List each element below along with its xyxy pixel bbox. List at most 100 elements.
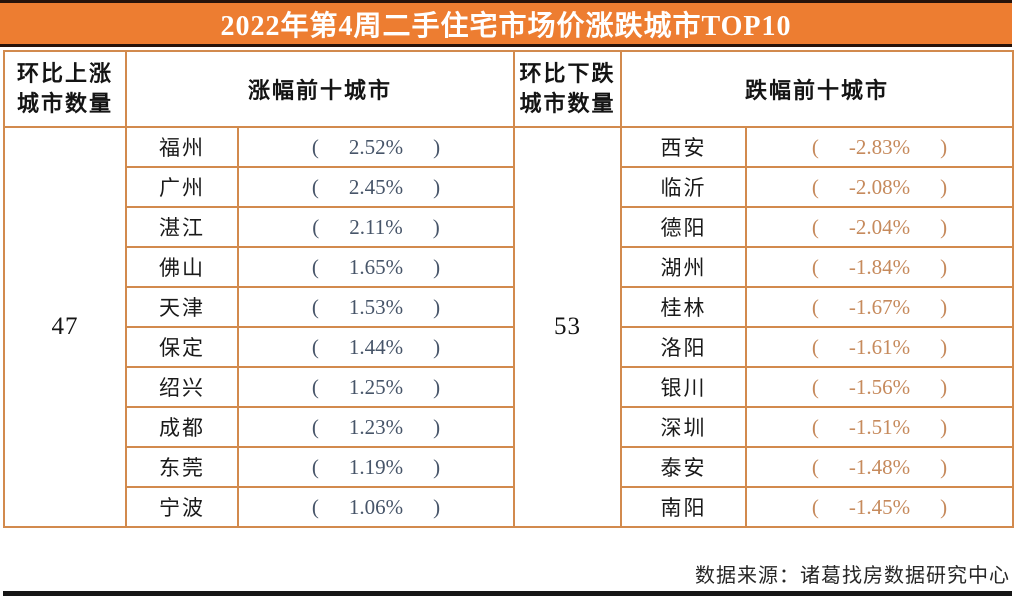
paren-close: ) [940, 494, 948, 519]
paren-open: ( [311, 174, 319, 199]
rise-city: 绍兴 [125, 366, 239, 408]
page-title: 2022年第4周二手住宅市场价涨跌城市TOP10 [220, 10, 792, 42]
table-header-row: 环比上涨 城市数量 涨幅前十城市 环比下跌 城市数量 跌幅前十城市 [3, 50, 1015, 128]
paren-close: ) [940, 174, 948, 199]
fall-city: 洛阳 [620, 326, 748, 368]
rise-value-cell: (1.23%) [236, 406, 516, 448]
rise-value: 2.11% [349, 214, 403, 239]
rise-value: 1.53% [348, 294, 404, 319]
table-row: 东莞 (1.19%) 泰安 (-1.48%) [4, 446, 1015, 488]
paren-open: ( [811, 294, 819, 319]
rise-city: 福州 [125, 126, 239, 168]
rise-city: 广州 [125, 166, 239, 208]
fall-top10-header-cell: 跌幅前十城市 [620, 50, 1015, 128]
table-row: 保定 (1.44%) 洛阳 ( -1.61%) [4, 326, 1015, 368]
paren-open: ( [311, 374, 319, 399]
fall-city: 泰安 [620, 446, 748, 488]
bottom-divider [3, 591, 1012, 596]
fall-value: -1.84% [848, 254, 911, 279]
fall-city: 深圳 [620, 406, 748, 448]
paren-open: ( [811, 414, 819, 439]
paren-close: ) [940, 374, 948, 399]
rise-count-header-cell: 环比上涨 城市数量 [3, 50, 127, 128]
paren-close: ) [940, 134, 948, 159]
fall-city: 临沂 [620, 166, 748, 208]
rise-value-cell: (1.19%) [236, 446, 516, 488]
rise-city: 保定 [125, 326, 239, 368]
paren-close: ) [940, 294, 948, 319]
fall-value-cell: (-1.51%) [745, 406, 1015, 448]
paren-open: ( [311, 494, 319, 519]
paren-open: ( [811, 374, 819, 399]
rise-value-cell: (2.45%) [236, 166, 516, 208]
rise-value-cell: (2.52%) [236, 126, 516, 168]
table-row: 47 福州 (2.52%) 53 西安 ( -2.83%) [3, 126, 1015, 528]
rise-value-cell: (1.65%) [236, 246, 516, 288]
table-row: 广州 (2.45%) 临沂 (-2.08%) [4, 166, 1015, 208]
data-source-note: 数据来源：诸葛找房数据研究中心 [695, 565, 1010, 587]
rise-count-value: 47 [3, 126, 127, 528]
rise-city: 湛江 [125, 206, 239, 248]
table-row: 宁波 (1.06%) 南阳 ( -1.45%) [4, 486, 1015, 528]
rise-value-cell: (1.44%) [236, 326, 516, 368]
paren-close: ) [433, 334, 441, 359]
fall-value: -2.04% [848, 214, 911, 239]
paren-open: ( [811, 454, 819, 479]
fall-count-value: 53 [513, 126, 623, 528]
fall-value: -1.61% [848, 334, 911, 359]
rise-value-cell: (1.53%) [236, 286, 516, 328]
fall-value-cell: ( -1.56%) [745, 366, 1015, 408]
fall-value: -2.83% [848, 134, 911, 159]
fall-value-cell: ( -1.84%) [745, 246, 1015, 288]
fall-city: 西安 [620, 126, 748, 168]
paren-close: ) [940, 454, 948, 479]
rise-city: 宁波 [125, 486, 239, 528]
table-row: 湛江 (2.11%) 德阳 (-2.04%) [4, 206, 1015, 248]
fall-value: -1.67% [848, 294, 911, 319]
fall-value-cell: (-1.48%) [745, 446, 1015, 488]
paren-open: ( [311, 254, 319, 279]
paren-close: ) [433, 254, 441, 279]
rise-value: 1.06% [348, 494, 404, 519]
table-row: 佛山 (1.65%) 湖州 (-1.84%) [4, 246, 1015, 288]
rise-value-cell: (1.06%) [236, 486, 516, 528]
rise-value: 1.19% [348, 454, 404, 479]
fall-value: -1.56% [848, 374, 911, 399]
fall-value-cell: (-2.04%) [745, 206, 1015, 248]
fall-value: -2.08% [848, 174, 911, 199]
fall-value-cell: (-1.61%) [745, 326, 1015, 368]
paren-open: ( [811, 334, 819, 359]
fall-value-cell: (-2.08%) [745, 166, 1015, 208]
paren-close: ) [433, 374, 441, 399]
rise-value: 1.44% [348, 334, 404, 359]
paren-open: ( [811, 254, 819, 279]
fall-value: -1.45% [848, 494, 911, 519]
table-row: 天津 (1.53%) 桂林 (-1.67%) [4, 286, 1015, 328]
rise-city: 东莞 [125, 446, 239, 488]
paren-close: ) [433, 414, 441, 439]
fall-city: 德阳 [620, 206, 748, 248]
fall-count-header-cell: 环比下跌 城市数量 [513, 50, 623, 128]
rise-value: 2.52% [348, 134, 404, 159]
fall-city: 南阳 [620, 486, 748, 528]
table-row: 绍兴 (1.25%) 银川 (-1.56%) [4, 366, 1015, 408]
rise-value: 2.45% [348, 174, 404, 199]
fall-value-cell: ( -1.45%) [745, 486, 1015, 528]
fall-value: -1.51% [848, 414, 911, 439]
rise-value-cell: (2.11%) [236, 206, 516, 248]
fall-count-header-line2: 城市数量 [519, 91, 616, 116]
rise-count-header-line1: 环比上涨 [16, 61, 113, 87]
fall-value-cell: ( -1.67%) [745, 286, 1015, 328]
rise-value: 1.65% [348, 254, 404, 279]
paren-close: ) [433, 454, 441, 479]
rise-city: 天津 [125, 286, 239, 328]
paren-close: ) [940, 254, 948, 279]
title-bar: 2022年第4周二手住宅市场价涨跌城市TOP10 [0, 0, 1012, 47]
paren-open: ( [811, 494, 819, 519]
rise-value: 1.23% [348, 414, 404, 439]
fall-count-header-line1: 环比下跌 [519, 61, 616, 87]
paren-open: ( [311, 414, 319, 439]
paren-close: ) [940, 214, 948, 239]
paren-open: ( [312, 214, 320, 239]
